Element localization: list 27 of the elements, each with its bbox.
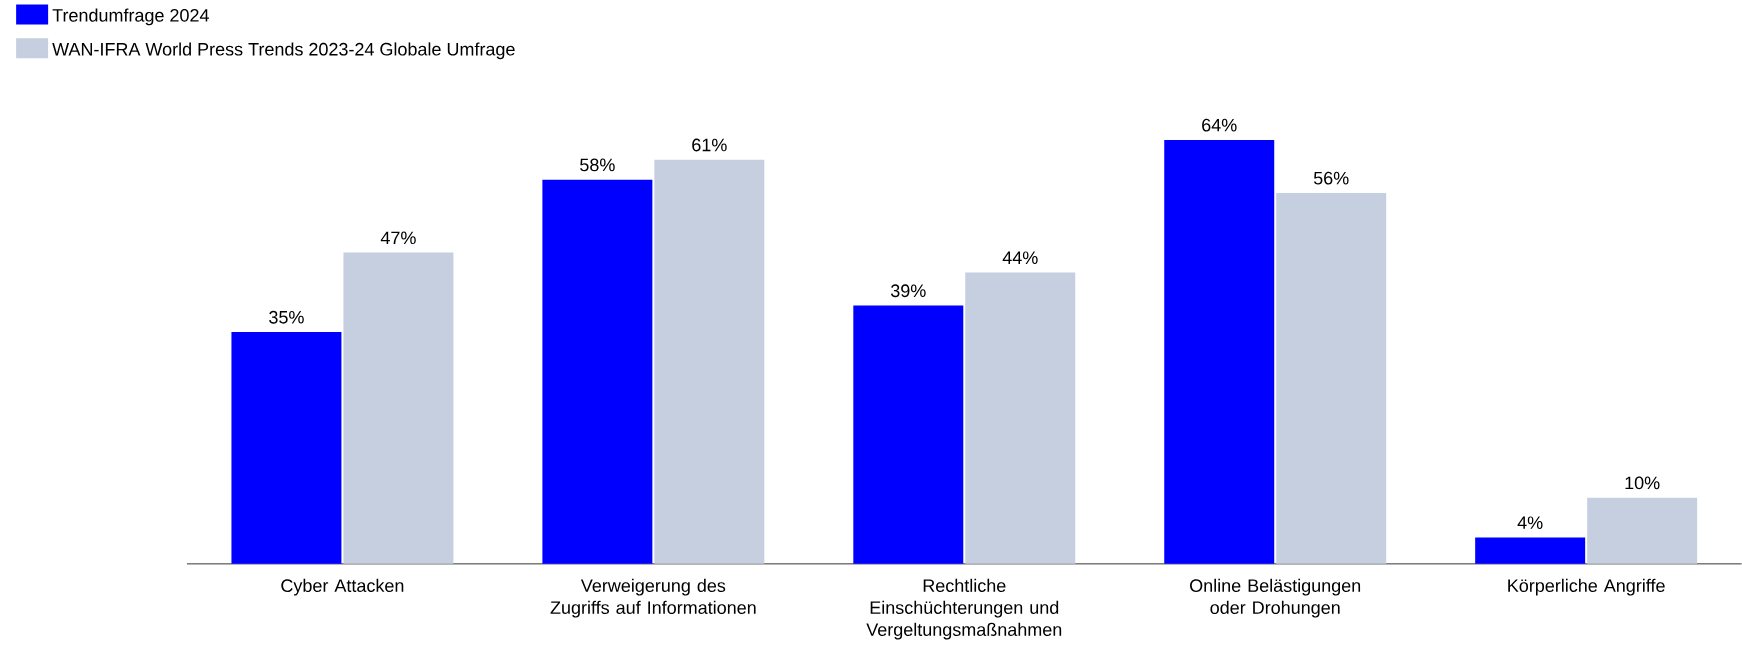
x-tick-label: Online Belästigungen oder Drohungen bbox=[1190, 578, 1361, 618]
bar bbox=[1475, 537, 1586, 564]
legend-label: Trendumfrage 2024 bbox=[52, 8, 209, 26]
bar bbox=[965, 272, 1076, 564]
data-label: 10% bbox=[1625, 476, 1660, 490]
data-label: 39% bbox=[890, 284, 926, 298]
x-tick-label: Cyber Attacken bbox=[281, 578, 404, 596]
bar bbox=[231, 332, 342, 564]
data-label: 44% bbox=[1002, 251, 1038, 265]
data-label: 64% bbox=[1202, 118, 1237, 132]
bar bbox=[1164, 139, 1275, 564]
legend-label: WAN-IFRA World Press Trends 2023-24 Globale Umfrage bbox=[52, 42, 515, 60]
x-tick-label: Körperliche Angriffe bbox=[1508, 578, 1665, 596]
bar bbox=[1587, 497, 1698, 564]
data-label: 58% bbox=[580, 158, 615, 172]
data-label: 4% bbox=[1517, 516, 1543, 530]
data-label: 35% bbox=[269, 310, 304, 324]
bar bbox=[542, 179, 653, 564]
bar bbox=[853, 305, 964, 564]
x-tick-label: Verweigerung des Zugriffs auf Informationen bbox=[550, 578, 756, 618]
bar bbox=[1276, 192, 1387, 564]
bar bbox=[654, 159, 765, 564]
data-label: 56% bbox=[1313, 171, 1349, 185]
data-label: 47% bbox=[380, 231, 416, 245]
x-tick-label: Rechtliche Einschüchterungen und Vergeltungsmaßnahmen bbox=[866, 578, 1062, 640]
data-label: 61% bbox=[692, 138, 727, 152]
bar bbox=[343, 252, 454, 564]
